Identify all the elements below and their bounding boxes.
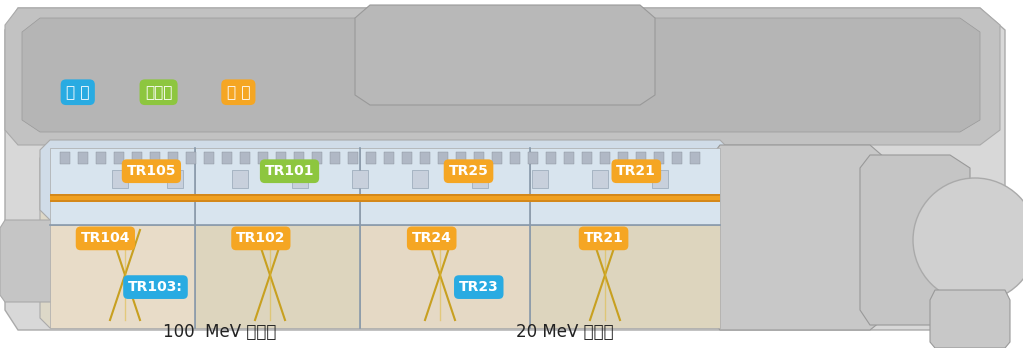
Polygon shape bbox=[710, 145, 885, 330]
Bar bbox=[195, 148, 360, 225]
Bar bbox=[420, 152, 430, 164]
Polygon shape bbox=[930, 290, 1010, 348]
Bar bbox=[384, 152, 394, 164]
Bar bbox=[582, 152, 592, 164]
Bar bbox=[474, 152, 484, 164]
Text: TR105: TR105 bbox=[127, 164, 176, 178]
Bar bbox=[276, 152, 286, 164]
Bar bbox=[186, 152, 196, 164]
Bar bbox=[348, 152, 358, 164]
Bar bbox=[546, 152, 555, 164]
Text: 20 MeV 빔라인: 20 MeV 빔라인 bbox=[516, 323, 614, 341]
Bar bbox=[360, 225, 530, 328]
Bar bbox=[50, 148, 195, 225]
Bar bbox=[530, 148, 720, 225]
Text: TR104: TR104 bbox=[81, 231, 130, 245]
Text: 100  MeV 빔라인: 100 MeV 빔라인 bbox=[164, 323, 276, 341]
Bar bbox=[168, 152, 178, 164]
Bar bbox=[132, 152, 142, 164]
Bar bbox=[564, 152, 574, 164]
Bar bbox=[50, 225, 195, 328]
Circle shape bbox=[913, 178, 1023, 302]
Bar bbox=[690, 152, 700, 164]
Bar bbox=[60, 152, 70, 164]
Bar bbox=[112, 170, 128, 188]
Polygon shape bbox=[0, 220, 60, 302]
Bar bbox=[204, 152, 214, 164]
Text: 시운전: 시운전 bbox=[145, 85, 172, 100]
Bar bbox=[258, 152, 268, 164]
Bar bbox=[360, 148, 530, 225]
Polygon shape bbox=[40, 148, 730, 328]
Bar bbox=[50, 196, 720, 200]
Bar bbox=[530, 225, 720, 328]
Text: 운 영: 운 영 bbox=[66, 85, 89, 100]
Bar bbox=[78, 152, 88, 164]
Bar bbox=[652, 170, 668, 188]
Text: TR25: TR25 bbox=[449, 164, 488, 178]
Bar bbox=[456, 152, 466, 164]
Bar bbox=[312, 152, 322, 164]
Bar bbox=[240, 152, 250, 164]
Bar bbox=[167, 170, 183, 188]
Polygon shape bbox=[355, 5, 655, 105]
Bar bbox=[492, 152, 502, 164]
Bar bbox=[195, 225, 360, 328]
Bar bbox=[438, 152, 448, 164]
Bar bbox=[636, 152, 646, 164]
Bar bbox=[532, 170, 548, 188]
Text: TR24: TR24 bbox=[412, 231, 451, 245]
Text: TR101: TR101 bbox=[265, 164, 314, 178]
Text: TR103:: TR103: bbox=[128, 280, 183, 294]
Bar bbox=[672, 152, 682, 164]
Bar bbox=[366, 152, 376, 164]
Bar bbox=[330, 152, 340, 164]
Bar bbox=[150, 152, 160, 164]
Bar bbox=[601, 152, 610, 164]
Bar bbox=[412, 170, 428, 188]
Bar bbox=[50, 194, 720, 202]
Text: TR23: TR23 bbox=[459, 280, 498, 294]
Bar bbox=[222, 152, 232, 164]
Bar bbox=[114, 152, 124, 164]
Bar bbox=[528, 152, 538, 164]
Polygon shape bbox=[40, 140, 730, 220]
Bar bbox=[618, 152, 628, 164]
Polygon shape bbox=[860, 155, 970, 325]
Polygon shape bbox=[23, 18, 980, 132]
Bar bbox=[352, 170, 368, 188]
Polygon shape bbox=[5, 8, 1000, 145]
Bar bbox=[294, 152, 304, 164]
Text: 예 정: 예 정 bbox=[227, 85, 250, 100]
Bar bbox=[592, 170, 608, 188]
Bar bbox=[292, 170, 308, 188]
Text: TR21: TR21 bbox=[617, 164, 656, 178]
Bar bbox=[402, 152, 412, 164]
Polygon shape bbox=[5, 8, 1005, 330]
Text: TR21: TR21 bbox=[584, 231, 623, 245]
Bar bbox=[232, 170, 248, 188]
Text: TR102: TR102 bbox=[236, 231, 285, 245]
Bar bbox=[654, 152, 664, 164]
Bar bbox=[472, 170, 488, 188]
Bar bbox=[96, 152, 106, 164]
Bar bbox=[510, 152, 520, 164]
